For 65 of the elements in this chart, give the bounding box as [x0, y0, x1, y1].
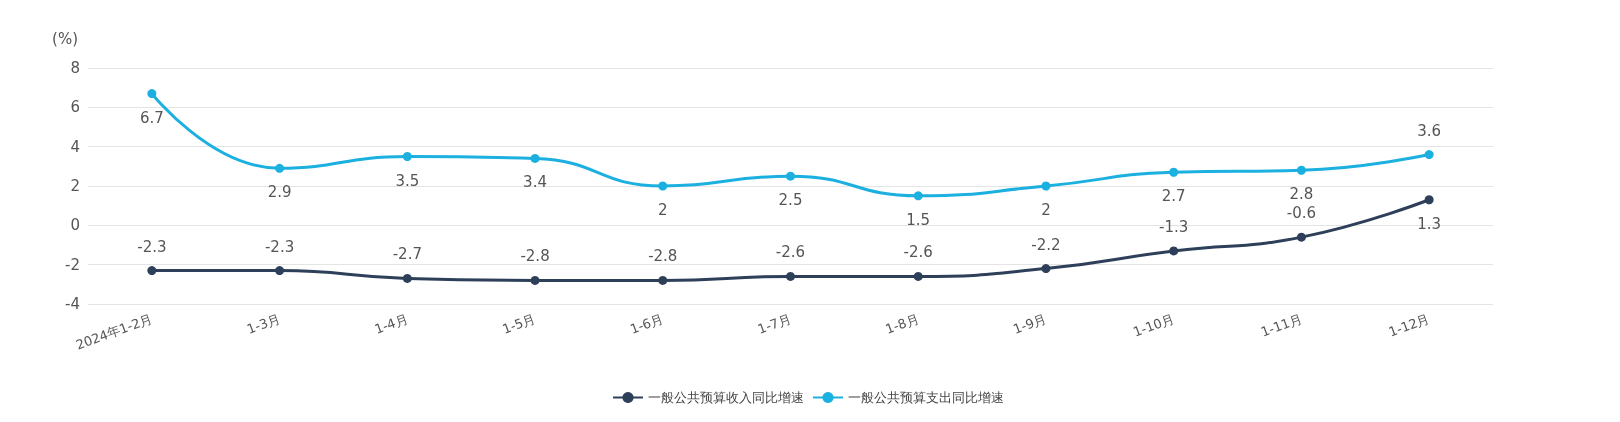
point — [530, 153, 540, 163]
point — [1169, 167, 1179, 177]
y-tick-label: 6 — [70, 98, 80, 117]
point — [658, 275, 668, 285]
data-label: 3.6 — [1417, 121, 1442, 140]
y-tick-label: -2 — [65, 255, 80, 274]
legend-label: 一般公共预算支出同比增速 — [848, 390, 1004, 405]
data-label: 1.5 — [906, 210, 931, 229]
y-tick-label: 0 — [70, 216, 80, 235]
x-tick-label: 1-10月 — [1131, 310, 1177, 340]
y-tick-label: 4 — [70, 137, 80, 156]
data-label: 2.5 — [778, 191, 803, 210]
data-label: -2.8 — [520, 247, 550, 266]
x-tick-label: 1-4月 — [372, 310, 410, 337]
data-label: 2.9 — [267, 183, 292, 202]
y-tick-label: 2 — [70, 177, 80, 195]
point — [402, 152, 412, 161]
point — [530, 275, 540, 285]
point — [147, 89, 157, 99]
point — [658, 181, 668, 191]
point — [1296, 232, 1306, 242]
point — [1296, 165, 1306, 175]
data-label: -2.6 — [775, 243, 806, 262]
data-label: -2.3 — [264, 237, 295, 256]
data-label: -0.6 — [1286, 204, 1317, 223]
legend-label: 一般公共预算收入同比增速 — [648, 390, 804, 405]
point — [147, 266, 157, 276]
data-label: 3.4 — [523, 173, 547, 192]
data-label: 2 — [658, 201, 668, 219]
x-tick-label: 1-5月 — [500, 310, 538, 337]
data-label: 3.5 — [395, 171, 420, 190]
x-tick-label: 1-8月 — [883, 310, 921, 337]
data-label: -1.3 — [1159, 217, 1189, 236]
point — [275, 163, 285, 173]
data-label: 1.3 — [1417, 214, 1442, 233]
point — [786, 271, 795, 281]
point — [1424, 195, 1434, 205]
x-tick-label: 2024年1-2月 — [73, 310, 155, 353]
y-tick-label: -4 — [65, 295, 80, 313]
point — [786, 171, 795, 181]
data-label: -2.8 — [648, 247, 678, 266]
x-tick-label: 1-9月 — [1011, 310, 1049, 337]
data-label: 2.8 — [1289, 185, 1314, 204]
x-tick-label: 1-7月 — [755, 310, 794, 337]
point — [1169, 246, 1179, 256]
point — [913, 191, 923, 201]
data-label: -2.7 — [392, 245, 422, 264]
point — [913, 271, 923, 281]
data-label: 2 — [1041, 201, 1051, 219]
y-axis-title: (%) — [52, 29, 78, 48]
data-label: -2.3 — [137, 237, 167, 256]
y-tick-label: 8 — [70, 59, 80, 77]
data-label: 6.7 — [139, 108, 164, 127]
point — [402, 273, 412, 283]
data-label: -2.2 — [1031, 235, 1061, 254]
x-tick-label: 1-12月 — [1386, 310, 1432, 340]
x-tick-label: 1-3月 — [244, 310, 283, 337]
point — [1041, 181, 1051, 191]
point — [1424, 150, 1434, 160]
point — [275, 266, 285, 276]
x-tick-label: 1-11月 — [1258, 310, 1304, 340]
data-label: 2.7 — [1161, 187, 1186, 206]
point — [1041, 264, 1051, 274]
x-tick-label: 1-6月 — [628, 310, 666, 337]
data-label: -2.6 — [903, 243, 933, 262]
